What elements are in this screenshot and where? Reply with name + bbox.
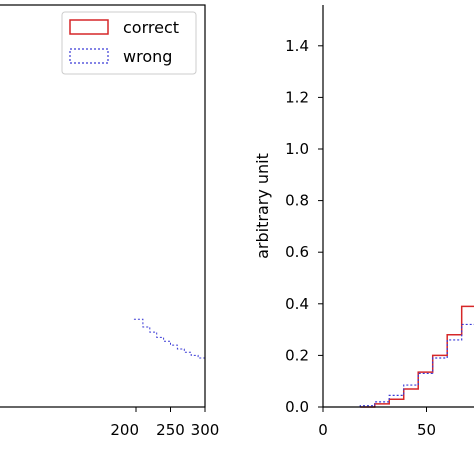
left-series-layer [133, 318, 206, 361]
left-x-ticks: 200 250 300 [110, 407, 219, 439]
legend-swatch-wrong [69, 48, 109, 64]
right-x-tick-label: 50 [417, 421, 436, 439]
right-series-wrong [359, 323, 474, 407]
legend-label-wrong: wrong [123, 47, 172, 66]
legend-swatch-correct [69, 19, 109, 35]
left-x-tick-label: 200 [110, 421, 139, 439]
right-chart-panel: 0 50 0.0 0.2 0.4 0.6 0.8 1.0 1.2 1.4 arbitrary u… [253, 5, 474, 439]
right-series-layer [359, 305, 474, 408]
right-y-tick-label: 1.4 [285, 37, 309, 55]
right-y-tick-label: 0.8 [285, 192, 309, 210]
right-x-ticks: 0 50 [318, 407, 436, 439]
right-y-tick-label: 0.6 [285, 243, 309, 261]
legend-label-correct: correct [123, 18, 179, 37]
left-axes-frame [0, 4, 206, 408]
right-x-tick-label: 0 [318, 421, 328, 439]
right-y-axis-label: arbitrary unit [253, 153, 272, 259]
right-y-tick-label: 1.2 [285, 88, 309, 106]
right-y-tick-label: 0.0 [285, 398, 309, 416]
left-series-wrong [133, 318, 206, 361]
right-y-tick-label: 0.4 [285, 295, 309, 313]
legend-frame [61, 11, 197, 75]
right-series-correct [360, 305, 474, 408]
left-x-tick-label: 250 [156, 421, 185, 439]
right-axes-spines [322, 5, 474, 408]
left-chart-panel: 200 250 300 correct wrong [0, 4, 219, 439]
left-x-tick-label: 300 [191, 421, 220, 439]
right-y-tick-label: 0.2 [285, 346, 309, 364]
right-y-tick-label: 1.0 [285, 140, 309, 158]
legend: correct wrong [61, 11, 197, 75]
right-y-ticks: 0.0 0.2 0.4 0.6 0.8 1.0 1.2 1.4 [285, 37, 323, 416]
